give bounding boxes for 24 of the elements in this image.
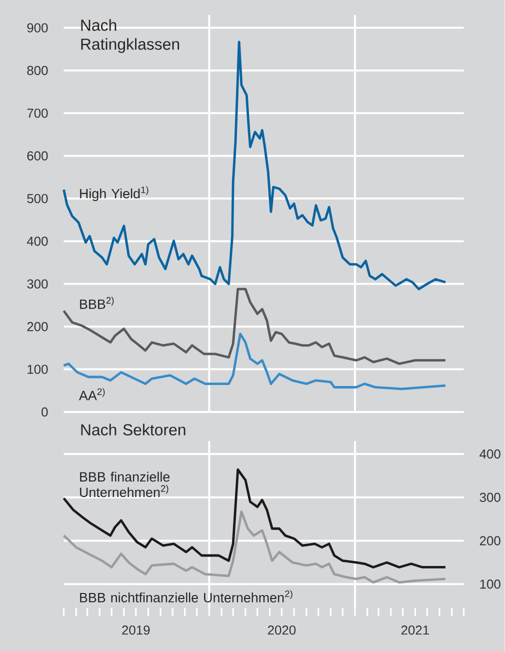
series-label: BBB nichtfinanzielle Unternehmen$^{2)}$ xyxy=(80,590,292,602)
y-tick-label: 900 xyxy=(27,23,48,32)
y-tick-label: 700 xyxy=(27,108,48,118)
y-tick-label: 100 xyxy=(28,364,48,374)
y-tick-label: 300 xyxy=(27,279,48,289)
y-tick-label: 200 xyxy=(27,322,48,332)
y-tick-label: 600 xyxy=(27,151,48,160)
y2-tick-label: 100 xyxy=(480,580,500,589)
x-tick-label: 2020 xyxy=(268,626,296,635)
y2-tick-label: 200 xyxy=(480,536,500,546)
series-label: High Yield$^{1)}$ xyxy=(80,186,148,202)
y-tick-label: 800 xyxy=(27,66,48,76)
series-label: BBB finanzielle Unternehmen$^{2)}$ xyxy=(80,472,170,498)
y-tick-label: 400 xyxy=(27,236,48,246)
y2-tick-label: 300 xyxy=(480,492,500,502)
chart-title: Nach Sektoren xyxy=(81,424,186,436)
y-tick-label: 0 xyxy=(42,407,48,417)
series-label: BBB$^{2)}$ xyxy=(80,296,114,309)
x-tick-label: 2021 xyxy=(402,626,430,635)
y2-tick-label: 400 xyxy=(480,449,500,459)
text: Nach Ratingklassen xyxy=(81,19,180,53)
x-tick-label: 2019 xyxy=(122,626,150,635)
series-label: AA$^{2)}$ xyxy=(79,388,105,400)
y-tick-label: 500 xyxy=(27,194,48,204)
